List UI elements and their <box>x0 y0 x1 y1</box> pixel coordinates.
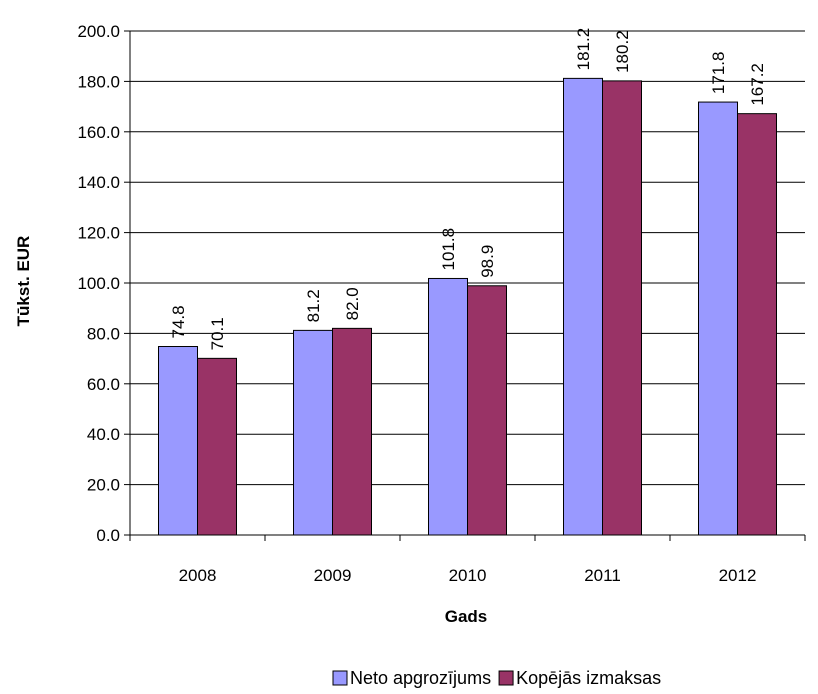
bar-neto-apgrozijums-2009 <box>293 329 333 536</box>
data-label: 81.2 <box>304 289 323 322</box>
bar-neto-apgrozijums-2008 <box>158 346 198 536</box>
data-label: 180.2 <box>613 30 632 73</box>
data-label: 181.2 <box>574 28 593 71</box>
x-axis-title: Gads <box>445 607 488 626</box>
bar-neto-apgrozijums-2010 <box>428 277 468 536</box>
y-tick-label: 20.0 <box>87 476 120 495</box>
y-axis-ticks: 0.0 20.0 40.0 60.0 80.0 100.0 120.0 140.0 160.0 1… <box>77 22 130 545</box>
x-tick-label: 2012 <box>719 566 757 585</box>
bars <box>158 77 777 536</box>
bar-neto-apgrozijums-2011 <box>563 77 603 536</box>
y-tick-label: 160.0 <box>77 123 120 142</box>
y-tick-label: 180.0 <box>77 72 120 91</box>
data-label: 171.8 <box>709 52 728 95</box>
data-label: 98.9 <box>478 245 497 278</box>
y-tick-label: 120.0 <box>77 224 120 243</box>
legend: Neto apgrozījums Kopējās izmaksas <box>332 668 661 688</box>
y-tick-label: 100.0 <box>77 274 120 293</box>
x-tick-label: 2009 <box>314 566 352 585</box>
y-tick-label: 0.0 <box>96 526 120 545</box>
legend-label: Neto apgrozījums <box>350 668 491 688</box>
data-label: 101.8 <box>439 228 458 271</box>
bar-neto-apgrozijums-2012 <box>698 101 738 536</box>
y-axis-title: Tūkst. EUR <box>14 236 33 327</box>
x-tick-label: 2010 <box>449 566 487 585</box>
y-tick-label: 40.0 <box>87 425 120 444</box>
data-label: 82.0 <box>343 287 362 320</box>
y-tick-label: 60.0 <box>87 375 120 394</box>
y-tick-label: 80.0 <box>87 324 120 343</box>
y-tick-label: 200.0 <box>77 22 120 41</box>
bar-kopejas-izmaksas-2012 <box>737 113 777 536</box>
legend-swatch <box>332 670 348 686</box>
x-tick-label: 2011 <box>584 566 621 585</box>
x-tick-label: 2008 <box>179 566 217 585</box>
bar-kopejas-izmaksas-2008 <box>197 357 237 536</box>
legend-swatch <box>498 670 514 686</box>
legend-label: Kopējās izmaksas <box>516 668 661 688</box>
x-axis-ticks: 2008 2009 2010 2011 2012 <box>129 535 806 585</box>
y-tick-label: 140.0 <box>77 173 120 192</box>
data-labels: 74.8 70.1 81.2 82.0 101.8 98.9 181.2 180.2 171.8… <box>169 28 767 351</box>
data-label: 167.2 <box>748 63 767 106</box>
bar-kopejas-izmaksas-2011 <box>602 80 642 536</box>
data-label: 70.1 <box>208 317 227 350</box>
bar-kopejas-izmaksas-2010 <box>467 285 507 536</box>
bar-kopejas-izmaksas-2009 <box>332 327 372 536</box>
data-label: 74.8 <box>169 305 188 338</box>
